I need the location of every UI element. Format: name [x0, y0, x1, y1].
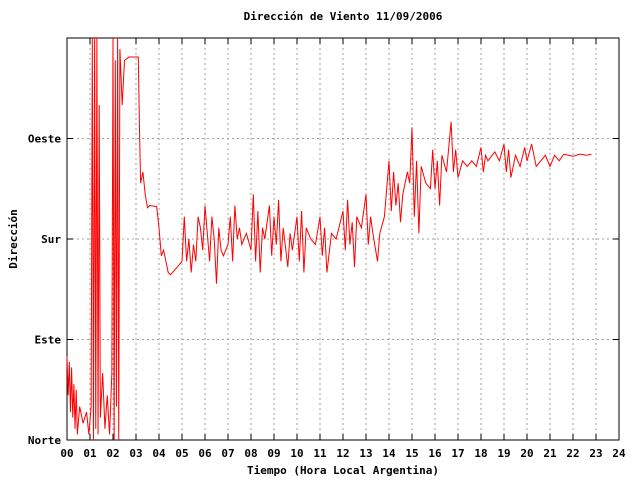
- x-tick-label: 20: [520, 447, 533, 460]
- x-tick-label: 23: [589, 447, 602, 460]
- x-tick-label: 10: [290, 447, 303, 460]
- x-tick-label: 15: [405, 447, 418, 460]
- x-tick-label: 00: [60, 447, 73, 460]
- y-axis-label: Dirección: [7, 209, 20, 269]
- x-tick-label: 19: [497, 447, 510, 460]
- x-tick-label: 18: [474, 447, 487, 460]
- x-tick-label: 21: [543, 447, 557, 460]
- x-tick-label: 04: [152, 447, 166, 460]
- x-tick-label: 07: [221, 447, 234, 460]
- x-tick-label: 01: [83, 447, 97, 460]
- x-tick-label: 16: [428, 447, 442, 460]
- x-tick-label: 03: [129, 447, 142, 460]
- x-tick-label: 24: [612, 447, 626, 460]
- x-tick-label: 09: [267, 447, 280, 460]
- x-tick-label: 13: [359, 447, 372, 460]
- x-tick-label: 14: [382, 447, 396, 460]
- x-tick-label: 08: [244, 447, 257, 460]
- y-tick-label: Sur: [41, 233, 61, 246]
- plot-frame: [66, 37, 620, 441]
- x-axis-label: Tiempo (Hora Local Argentina): [247, 464, 439, 477]
- x-tick-label: 12: [336, 447, 349, 460]
- x-tick-label: 06: [198, 447, 212, 460]
- y-tick-label: Norte: [28, 434, 61, 447]
- x-tick-label: 11: [313, 447, 327, 460]
- x-tick-label: 17: [451, 447, 464, 460]
- data-line: [66, 37, 592, 441]
- y-tick-label: Este: [35, 334, 62, 347]
- chart-title: Dirección de Viento 11/09/2006: [244, 10, 443, 23]
- x-tick-label: 22: [566, 447, 579, 460]
- x-tick-label: 02: [106, 447, 119, 460]
- y-tick-label: Oeste: [28, 133, 61, 146]
- x-tick-label: 05: [175, 447, 188, 460]
